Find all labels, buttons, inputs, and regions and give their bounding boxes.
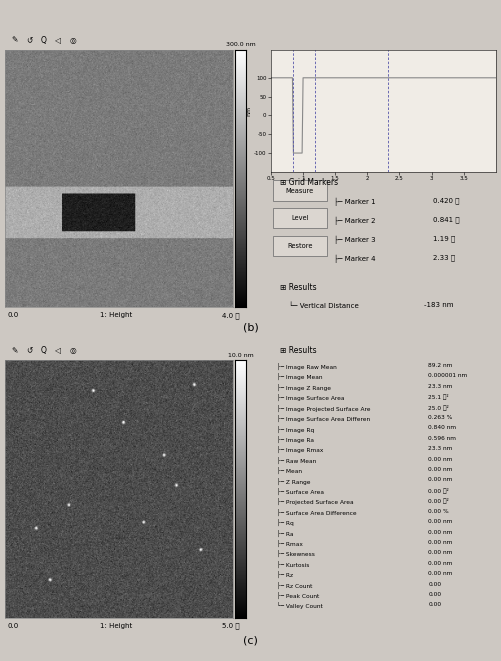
Text: ├─ Marker 2: ├─ Marker 2 bbox=[334, 217, 375, 225]
Text: ├─ Image Ra: ├─ Image Ra bbox=[278, 436, 314, 443]
Text: 0.00 nm: 0.00 nm bbox=[428, 467, 453, 472]
Text: ├─ Marker 4: ├─ Marker 4 bbox=[334, 254, 375, 263]
FancyBboxPatch shape bbox=[273, 208, 327, 229]
Text: ├─ Image Surface Area: ├─ Image Surface Area bbox=[278, 394, 345, 401]
Text: 2.33 向: 2.33 向 bbox=[433, 254, 455, 261]
Text: ⊞ Results: ⊞ Results bbox=[280, 346, 316, 356]
Text: ├─ Skewness: ├─ Skewness bbox=[278, 551, 315, 557]
Text: ├─ Marker 3: ├─ Marker 3 bbox=[334, 235, 375, 244]
Text: ├─ Z Range: ├─ Z Range bbox=[278, 477, 311, 485]
Text: ├─ Rq: ├─ Rq bbox=[278, 519, 294, 526]
Text: ⊞ Results: ⊞ Results bbox=[280, 283, 316, 292]
Text: 23.3 nm: 23.3 nm bbox=[428, 446, 453, 451]
Text: 89.2 nm: 89.2 nm bbox=[428, 363, 453, 368]
Text: 300.0 nm: 300.0 nm bbox=[226, 42, 256, 47]
Text: Level: Level bbox=[291, 215, 309, 221]
Text: 0.000001 nm: 0.000001 nm bbox=[428, 373, 467, 378]
Text: ├─ Rz: ├─ Rz bbox=[278, 571, 294, 578]
Text: ├─ Rmax: ├─ Rmax bbox=[278, 540, 303, 547]
Text: 0.00 nm: 0.00 nm bbox=[428, 529, 453, 535]
Text: 0.00 nm: 0.00 nm bbox=[428, 457, 453, 461]
Text: ◎: ◎ bbox=[69, 36, 76, 45]
Text: ├─ Marker 1: ├─ Marker 1 bbox=[334, 198, 375, 206]
Text: ├─ Rz Count: ├─ Rz Count bbox=[278, 582, 313, 589]
Text: 0.00 nm: 0.00 nm bbox=[428, 519, 453, 524]
Text: 0.00 向²: 0.00 向² bbox=[428, 498, 449, 504]
Text: ├─ Kurtosis: ├─ Kurtosis bbox=[278, 561, 310, 568]
Text: ◁: ◁ bbox=[55, 346, 61, 356]
Text: ✎: ✎ bbox=[12, 36, 18, 45]
Text: ⊞ Grid Markers: ⊞ Grid Markers bbox=[280, 178, 338, 187]
FancyBboxPatch shape bbox=[273, 180, 327, 201]
Text: 0.00 向²: 0.00 向² bbox=[428, 488, 449, 494]
Text: ├─ Image Projected Surface Are: ├─ Image Projected Surface Are bbox=[278, 405, 371, 412]
Text: 0.840 nm: 0.840 nm bbox=[428, 426, 456, 430]
Text: ├─ Image Raw Mean: ├─ Image Raw Mean bbox=[278, 363, 337, 370]
Text: 0.0: 0.0 bbox=[8, 623, 19, 629]
Text: 0.0: 0.0 bbox=[8, 312, 19, 319]
Text: ↺: ↺ bbox=[26, 346, 33, 356]
Text: 5.0 向: 5.0 向 bbox=[221, 623, 239, 629]
Text: Restore: Restore bbox=[287, 243, 313, 249]
Text: ├─ Ra: ├─ Ra bbox=[278, 529, 294, 537]
Text: ◁: ◁ bbox=[55, 36, 61, 45]
Text: ├─ Peak Count: ├─ Peak Count bbox=[278, 592, 320, 599]
Text: ├─ Raw Mean: ├─ Raw Mean bbox=[278, 457, 317, 464]
Text: 25.0 向²: 25.0 向² bbox=[428, 405, 449, 410]
Text: Q: Q bbox=[41, 346, 47, 356]
Text: 0.420 向: 0.420 向 bbox=[433, 198, 459, 204]
Text: 23.3 nm: 23.3 nm bbox=[428, 384, 453, 389]
Text: ├─ Surface Area Difference: ├─ Surface Area Difference bbox=[278, 509, 357, 516]
Y-axis label: nm: nm bbox=[246, 106, 251, 116]
Text: 1: Height: 1: Height bbox=[100, 312, 132, 319]
Text: 0.841 向: 0.841 向 bbox=[433, 217, 459, 223]
Text: 0.263 %: 0.263 % bbox=[428, 415, 453, 420]
Text: 1: Height: 1: Height bbox=[100, 623, 132, 629]
Text: Measure: Measure bbox=[286, 188, 314, 194]
Text: 1.19 向: 1.19 向 bbox=[433, 235, 455, 242]
Text: ├─ Surface Area: ├─ Surface Area bbox=[278, 488, 324, 495]
Text: 4.0 向: 4.0 向 bbox=[221, 312, 239, 319]
Text: (c): (c) bbox=[243, 636, 258, 646]
Text: 0.596 nm: 0.596 nm bbox=[428, 436, 456, 441]
Text: 0.00 nm: 0.00 nm bbox=[428, 551, 453, 555]
Text: 0.00 nm: 0.00 nm bbox=[428, 561, 453, 566]
Text: 0.00 nm: 0.00 nm bbox=[428, 571, 453, 576]
Text: ↺: ↺ bbox=[26, 36, 33, 45]
Text: 0.00: 0.00 bbox=[428, 602, 441, 607]
Text: 10.0 nm: 10.0 nm bbox=[228, 353, 254, 358]
Text: ├─ Image Z Range: ├─ Image Z Range bbox=[278, 384, 331, 391]
Text: ◎: ◎ bbox=[69, 346, 76, 356]
Text: 0.00: 0.00 bbox=[428, 592, 441, 597]
Text: └─ Valley Count: └─ Valley Count bbox=[278, 602, 323, 609]
Text: ├─ Mean: ├─ Mean bbox=[278, 467, 302, 474]
Text: ├─ Image Rq: ├─ Image Rq bbox=[278, 426, 315, 432]
Text: 0.00: 0.00 bbox=[428, 582, 441, 586]
Text: (b): (b) bbox=[242, 323, 259, 332]
Text: -183 nm: -183 nm bbox=[424, 302, 453, 308]
Text: ✎: ✎ bbox=[12, 346, 18, 356]
Text: 0.00 nm: 0.00 nm bbox=[428, 477, 453, 483]
Text: 25.1 向²: 25.1 向² bbox=[428, 394, 449, 400]
FancyBboxPatch shape bbox=[273, 235, 327, 256]
Text: ├─ Image Mean: ├─ Image Mean bbox=[278, 373, 323, 381]
Text: ├─ Projected Surface Area: ├─ Projected Surface Area bbox=[278, 498, 354, 506]
Text: Q: Q bbox=[41, 36, 47, 45]
Text: └─ Vertical Distance: └─ Vertical Distance bbox=[289, 302, 358, 309]
Text: 0.00 nm: 0.00 nm bbox=[428, 540, 453, 545]
Text: 0.00 %: 0.00 % bbox=[428, 509, 449, 514]
Text: ├─ Image Rmax: ├─ Image Rmax bbox=[278, 446, 324, 453]
Text: ├─ Image Surface Area Differen: ├─ Image Surface Area Differen bbox=[278, 415, 370, 422]
